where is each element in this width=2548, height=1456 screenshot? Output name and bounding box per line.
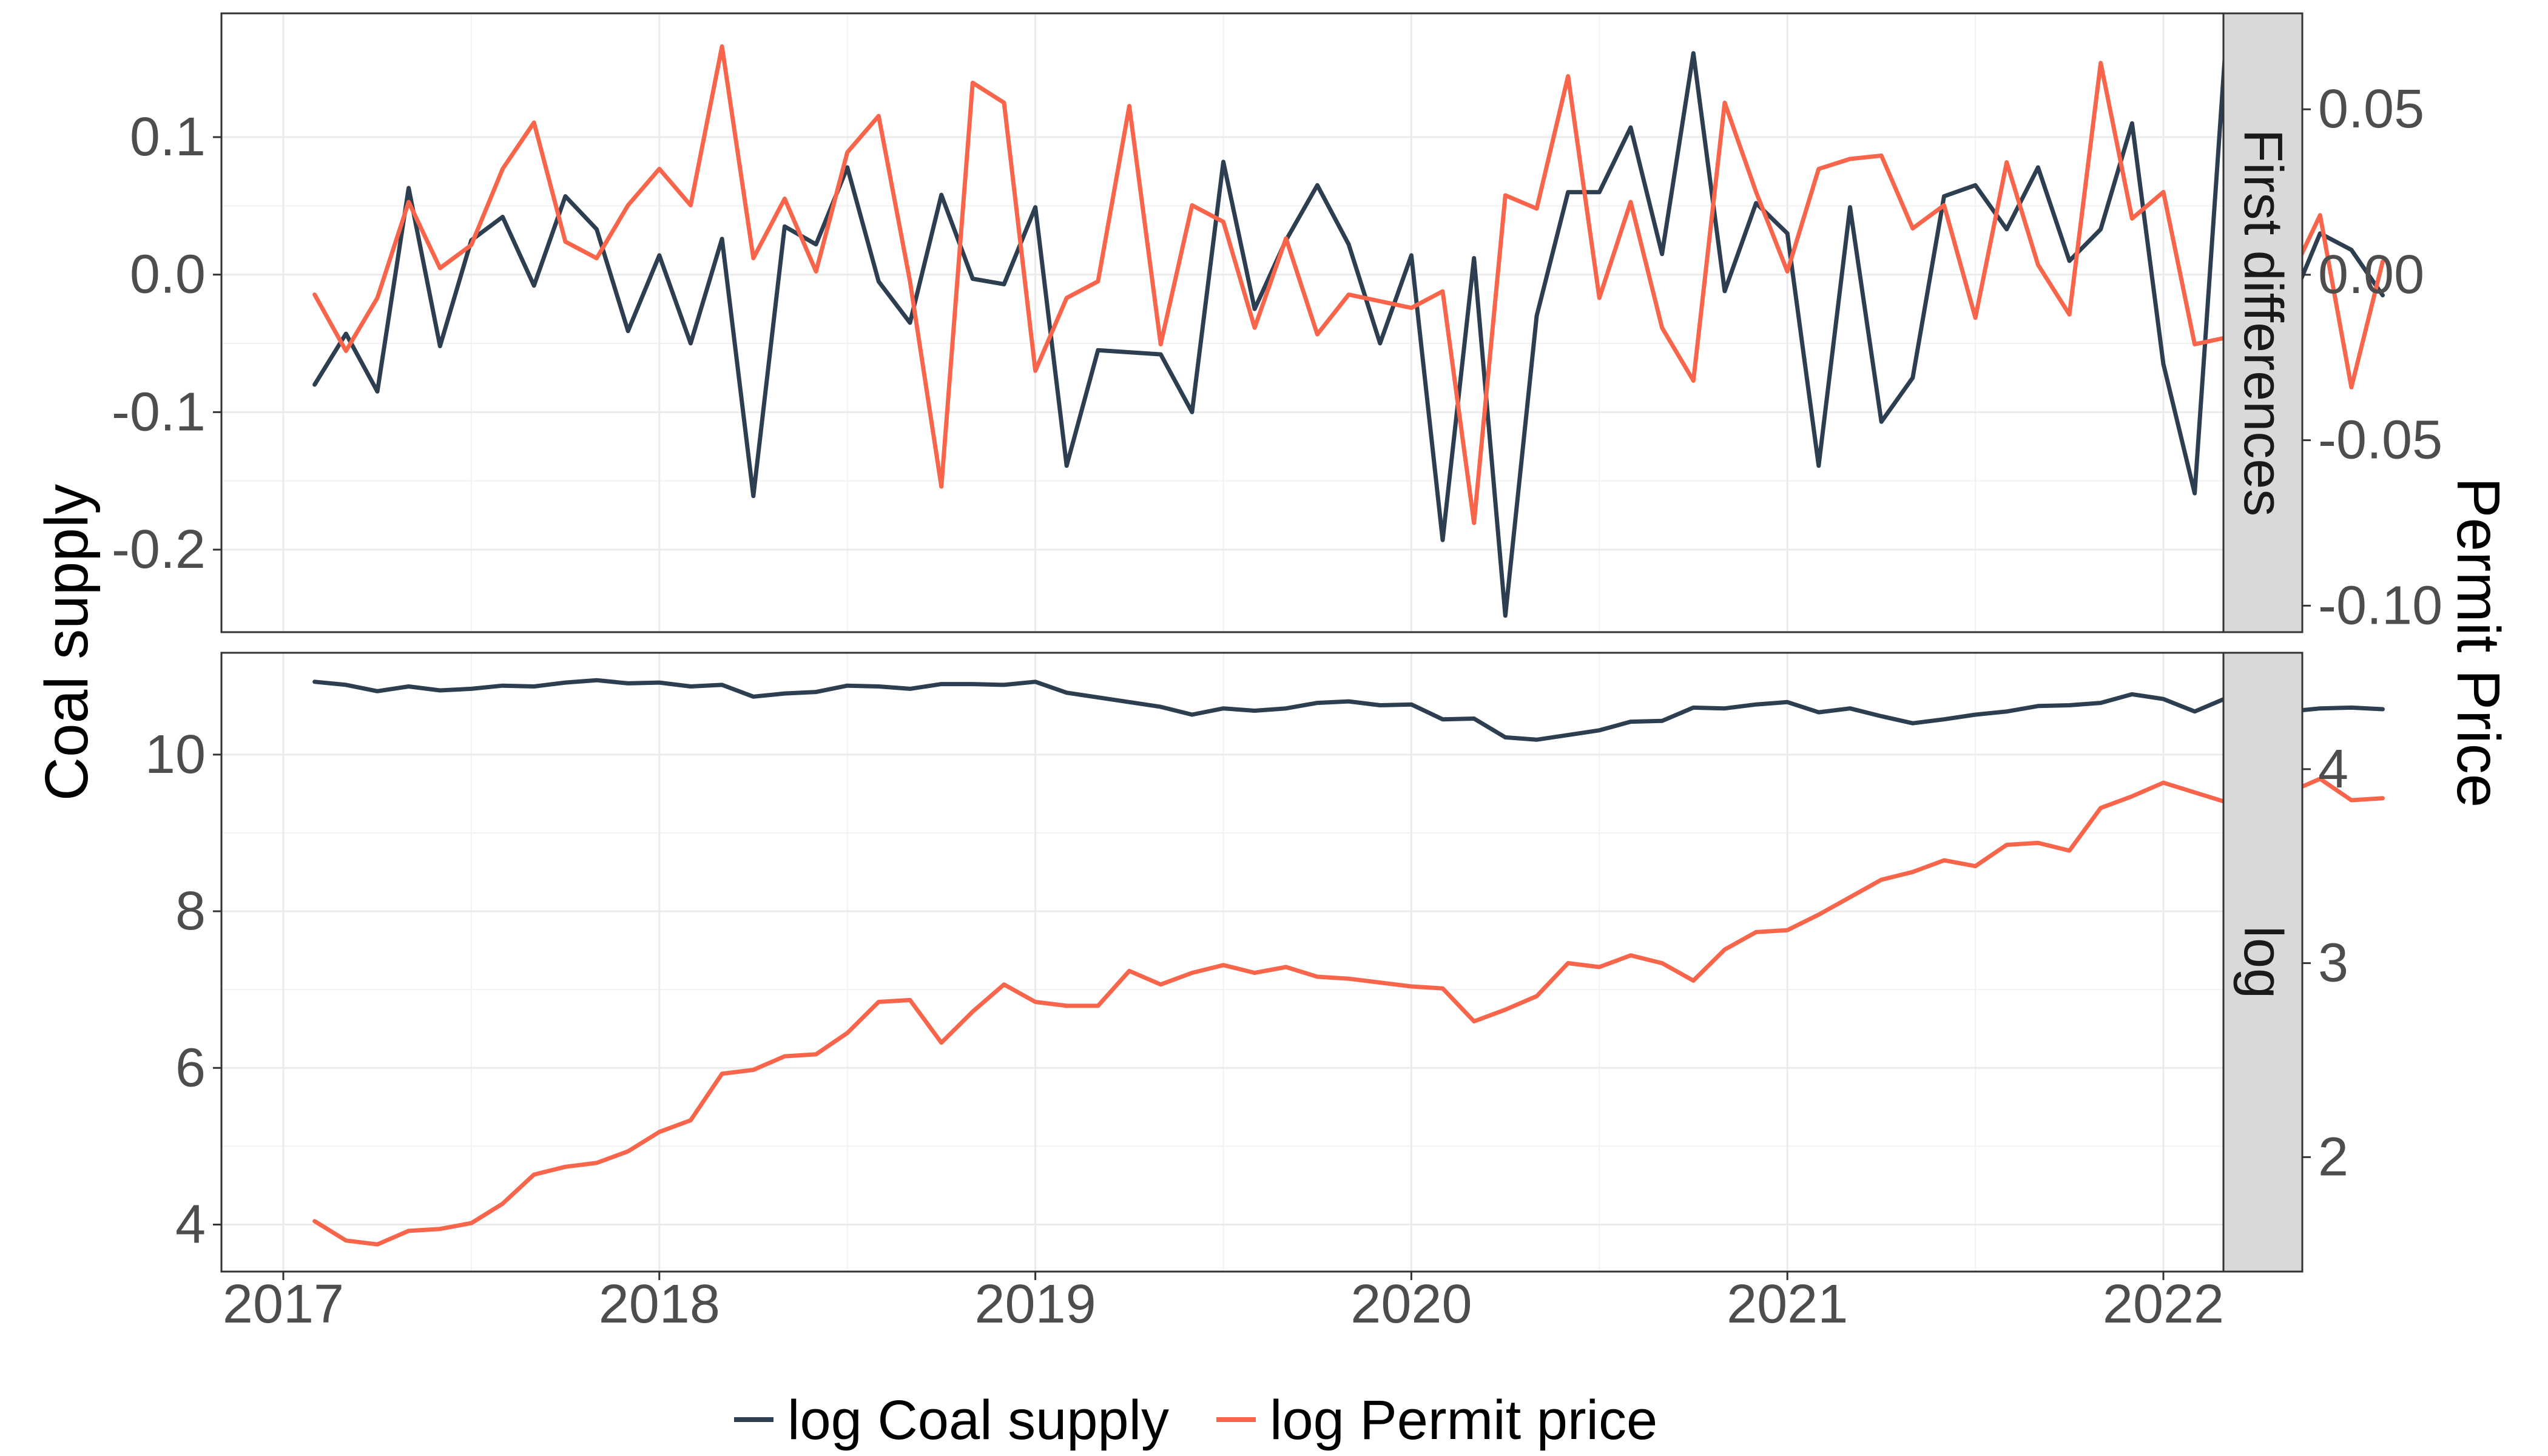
x-axis: 2017 2018 2019 2020 2021 2022: [223, 1272, 2224, 1335]
right-y-tick-label: -0.05: [2318, 410, 2442, 471]
left-axis: 0.1 0.0 -0.1 -0.2: [112, 107, 221, 580]
x-tick-label: 2019: [974, 1274, 1096, 1335]
right-axis: 4 3 2: [2302, 739, 2348, 1187]
y-tick-label: -0.2: [112, 519, 206, 580]
right-y-tick-label: 2: [2318, 1127, 2348, 1187]
y-tick-label: 4: [175, 1195, 206, 1255]
right-y-tick-label: 4: [2318, 739, 2348, 800]
legend-item-permit: log Permit price: [1216, 1389, 1657, 1451]
strip-label-log: log: [2233, 926, 2293, 999]
series-line-log-permit-price: [312, 44, 2385, 525]
y-tick-label: 0.0: [130, 244, 206, 305]
plot-background: [221, 13, 2223, 632]
strip-label-first-differences: First differences: [2233, 129, 2293, 517]
legend-label-permit: log Permit price: [1270, 1389, 1657, 1451]
series-lines: [312, 678, 2385, 1247]
series-line-log-coal-supply: [312, 37, 2385, 618]
x-tick-label: 2022: [2103, 1274, 2224, 1335]
y-tick-label: -0.1: [112, 382, 206, 442]
plot-background: [221, 653, 2223, 1272]
x-tick-label: 2018: [599, 1274, 720, 1335]
x-tick-label: 2020: [1350, 1274, 1472, 1335]
left-axis: 10 8 6 4: [145, 724, 221, 1255]
right-y-tick-label: 0.05: [2318, 79, 2424, 140]
right-y-tick-label: -0.10: [2318, 575, 2442, 636]
facet-strip: First differences: [2222, 12, 2304, 633]
right-axis: 0.05 0.00 -0.05 -0.10: [2302, 79, 2442, 636]
y-tick-label: 10: [145, 724, 206, 785]
series-lines: [312, 37, 2385, 618]
legend-label-coal: log Coal supply: [787, 1389, 1169, 1451]
y-tick-label: 8: [175, 881, 206, 942]
grid-lines: [221, 653, 2223, 1272]
right-y-tick-label: 0.00: [2318, 244, 2424, 305]
x-tick-label: 2021: [1727, 1274, 1848, 1335]
legend: log Coal supply log Permit price: [734, 1389, 1657, 1451]
y-tick-label: 6: [175, 1037, 206, 1098]
right-axis-title: Permit Price: [2444, 477, 2512, 808]
panel-first-differences: 0.1 0.0 -0.1 -0.2 0.05 0.00 -0.05 -0.10 First …: [112, 12, 2442, 636]
right-y-tick-label: 3: [2318, 933, 2348, 994]
legend-item-coal: log Coal supply: [734, 1389, 1169, 1451]
grid-lines: [221, 13, 2223, 632]
left-axis-title: Coal supply: [33, 484, 101, 801]
series-line-log-permit-price: [312, 777, 2385, 1247]
y-tick-label: 0.1: [130, 107, 206, 167]
panel-log: 10 8 6 4 4 3 2 log: [145, 652, 2385, 1273]
facet-strip: log: [2222, 652, 2304, 1273]
series-line-log-coal-supply: [312, 678, 2385, 742]
x-tick-label: 2017: [223, 1274, 344, 1335]
